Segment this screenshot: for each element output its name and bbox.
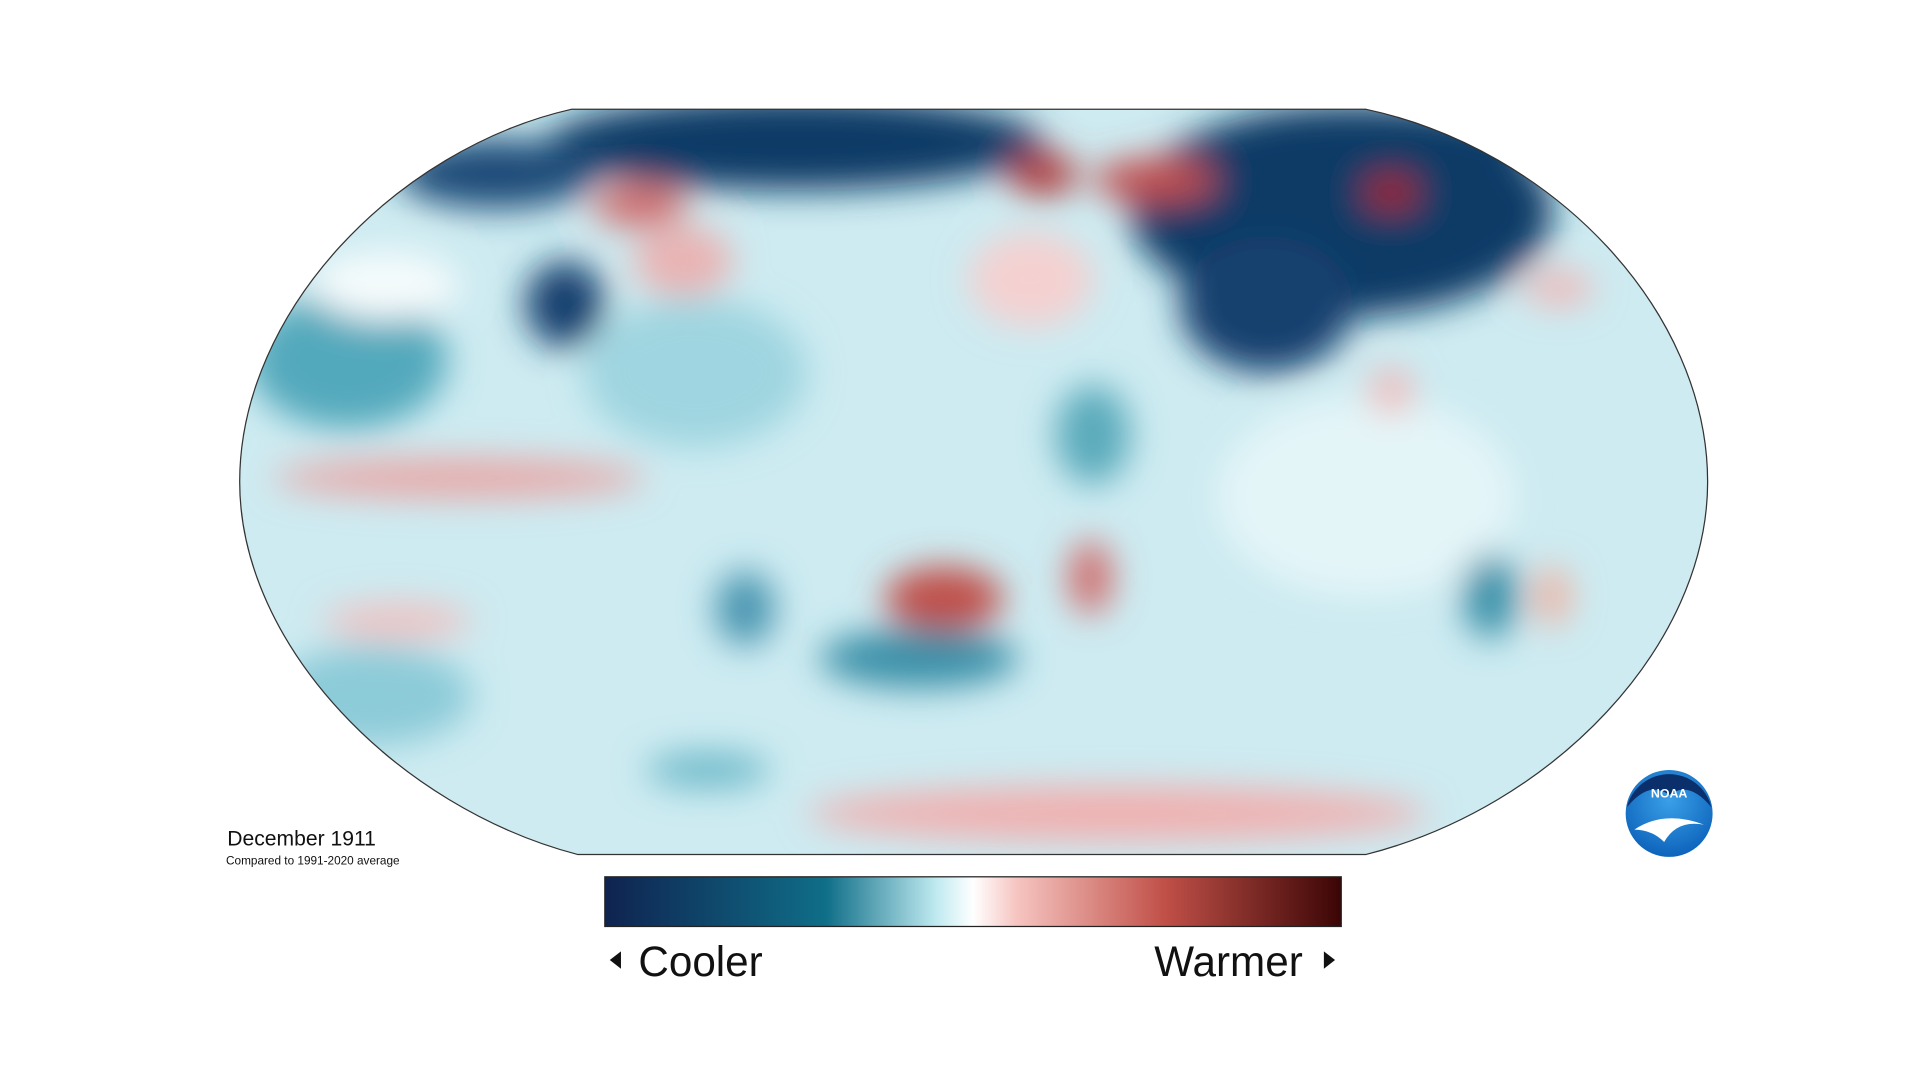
map-subtitle: Compared to 1991-2020 average xyxy=(226,854,400,867)
legend-low-label: Cooler xyxy=(638,938,762,985)
cooler-arrow xyxy=(609,951,621,969)
noaa-logo: NOAA xyxy=(1625,770,1713,857)
map-title: December 1911 xyxy=(227,828,376,851)
warmer-arrow xyxy=(1323,951,1336,969)
legend-high-label: Warmer xyxy=(1154,938,1303,985)
map-outline xyxy=(239,108,1709,856)
logo-text: NOAA xyxy=(1651,786,1688,800)
color-bar xyxy=(604,876,1342,928)
anomaly-map xyxy=(239,109,1708,855)
logo-bird xyxy=(1634,818,1704,843)
anomaly-field xyxy=(248,109,1594,841)
logo-circle xyxy=(1625,770,1713,857)
logo-top xyxy=(1626,774,1712,808)
